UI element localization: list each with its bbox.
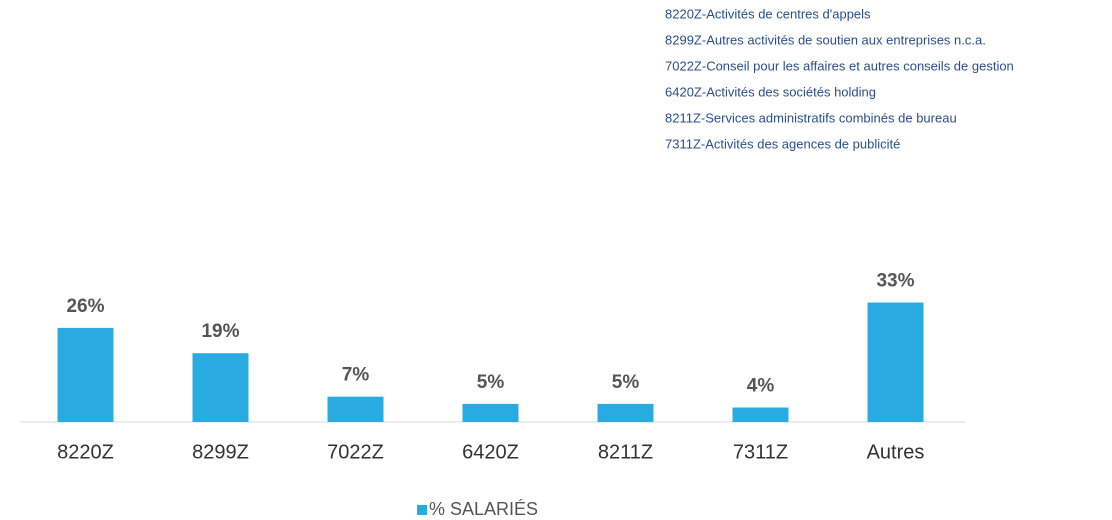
bar <box>57 327 114 422</box>
x-tick-label: 8211Z <box>598 441 653 463</box>
value-label: 33% <box>876 271 914 292</box>
note: 8220Z-Activités de centres d'appels <box>665 6 871 21</box>
legend-swatch <box>417 505 427 515</box>
value-label: 5% <box>477 372 505 393</box>
note: 8299Z-Autres activités de soutien aux en… <box>665 32 986 47</box>
value-label: 19% <box>201 321 239 342</box>
x-tick-label: 8220Z <box>57 441 114 463</box>
bar <box>732 407 789 422</box>
bar <box>867 302 924 422</box>
note: 7022Z-Conseil pour les affaires et autre… <box>665 58 1014 73</box>
x-tick-label: 7311Z <box>733 441 788 463</box>
value-label: 7% <box>342 365 370 386</box>
bar <box>462 403 519 422</box>
value-label: 5% <box>612 372 640 393</box>
x-tick-label: Autres <box>867 441 925 463</box>
legend-label: % SALARIÉS <box>429 499 538 519</box>
note: 7311Z-Activités des agences de publicité <box>665 136 900 151</box>
note: 8211Z-Services administratifs combinés d… <box>665 110 957 125</box>
value-label: 4% <box>747 376 775 397</box>
bar <box>597 403 654 422</box>
x-tick-label: 8299Z <box>192 441 249 463</box>
note: 6420Z-Activités des sociétés holding <box>665 84 876 99</box>
bar <box>327 396 384 422</box>
x-tick-label: 6420Z <box>462 441 519 463</box>
x-tick-label: 7022Z <box>327 441 384 463</box>
bar <box>192 353 249 422</box>
value-label: 26% <box>66 296 104 317</box>
